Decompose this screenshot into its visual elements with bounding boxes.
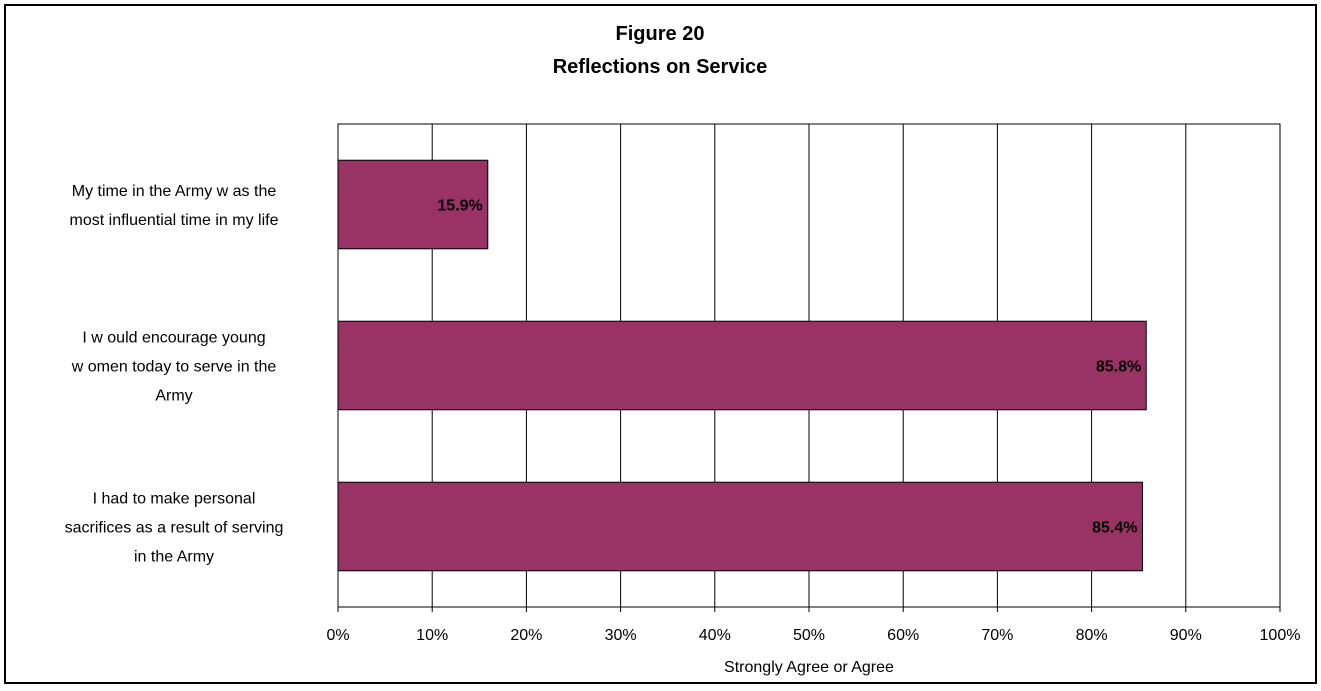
category-label-line: in the Army [134, 549, 214, 566]
x-tick-label: 50% [793, 627, 825, 644]
x-tick-label: 100% [1260, 627, 1301, 644]
data-label: 15.9% [437, 198, 482, 215]
bar [337, 320, 1147, 411]
bars [337, 159, 1147, 572]
x-tick-label: 70% [981, 627, 1013, 644]
x-tick-label: 20% [510, 627, 542, 644]
data-label: 85.8% [1096, 359, 1141, 376]
category-label-line: I w ould encourage young [82, 330, 265, 347]
x-axis-ticks: 0% 10% 20% 30% 40% 50% 60% 70% 80% 90% 100% [326, 627, 1300, 644]
category-label-line: most influential time in my life [70, 212, 279, 229]
x-tick-label: 0% [326, 627, 349, 644]
x-axis-label: Strongly Agree or Agree [724, 659, 894, 676]
category-label-line: sacrifices as a result of serving [65, 520, 284, 537]
chart-title: Figure 20 [616, 23, 705, 45]
category-label-line: I had to make personal [93, 491, 256, 508]
data-label: 85.4% [1092, 520, 1137, 537]
x-tick-label: 10% [416, 627, 448, 644]
x-tick-label: 60% [887, 627, 919, 644]
category-label: My time in the Army w as the most influen… [70, 183, 279, 229]
bar [337, 159, 489, 250]
chart-subtitle: Reflections on Service [553, 56, 768, 78]
category-label-line: w omen today to serve in the [71, 359, 277, 376]
category-labels: My time in the Army w as the most influen… [65, 183, 284, 566]
category-label: I had to make personal sacrifices as a re… [65, 491, 284, 566]
x-tick-label: 90% [1170, 627, 1202, 644]
x-tick-label: 40% [699, 627, 731, 644]
bar [337, 481, 1143, 572]
x-tick-label: 80% [1076, 627, 1108, 644]
data-labels: 15.9% 85.8% 85.4% [437, 198, 1141, 537]
category-label: I w ould encourage young w omen today to … [71, 330, 277, 405]
x-tick-label: 30% [605, 627, 637, 644]
category-label-line: Army [155, 388, 192, 405]
category-label-line: My time in the Army w as the [72, 183, 277, 200]
